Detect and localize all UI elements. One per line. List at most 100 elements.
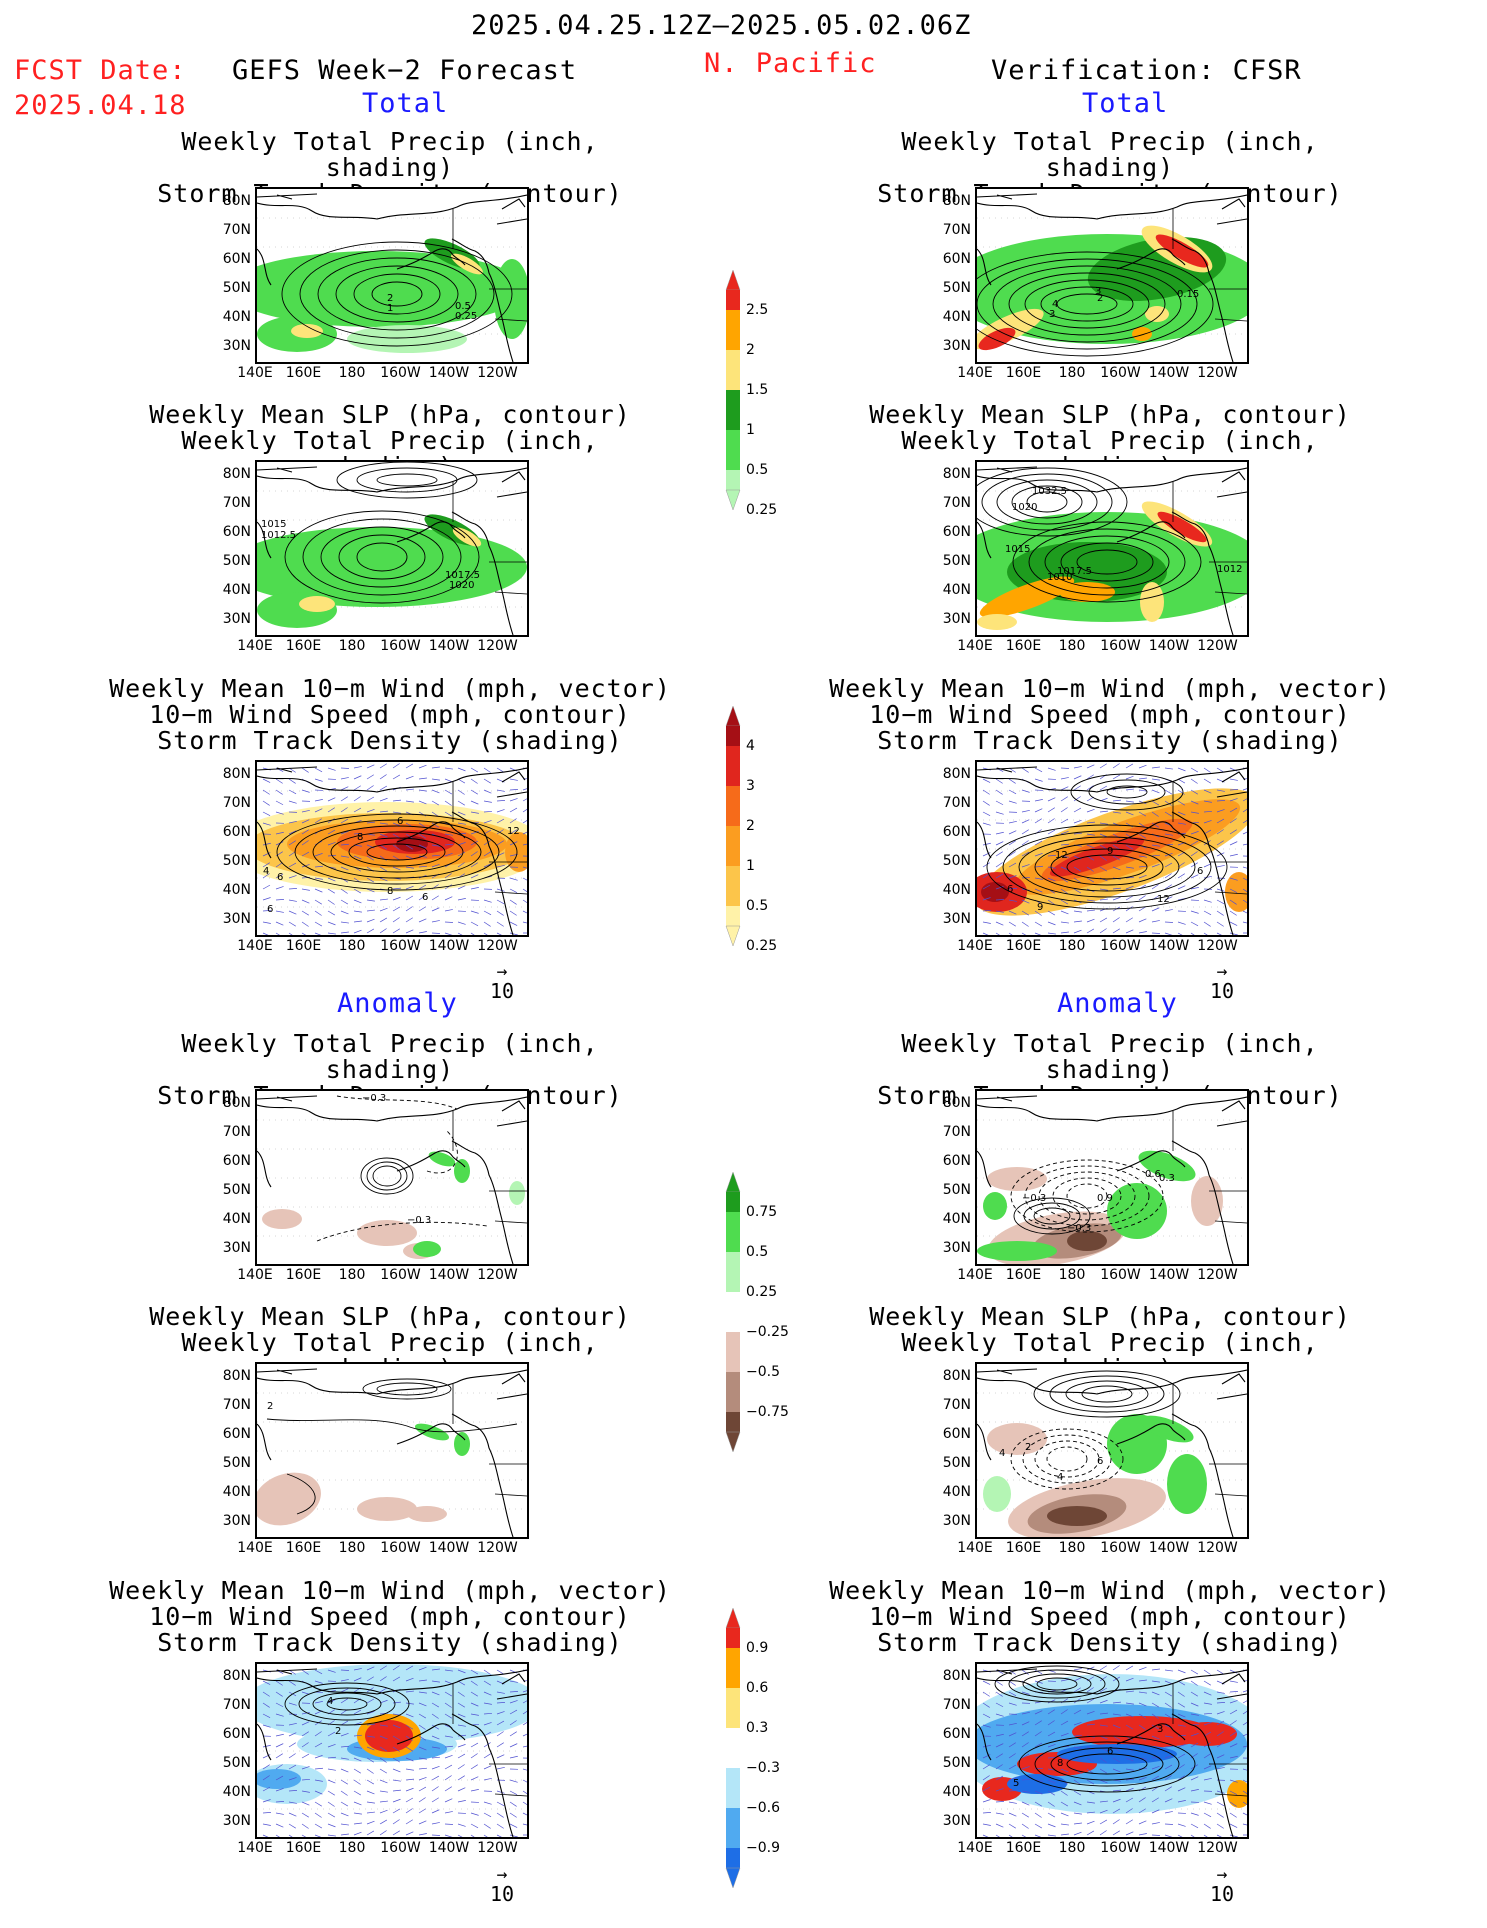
wind-vector (393, 897, 401, 900)
contour-line (1034, 1371, 1180, 1417)
wind-vector (367, 1780, 374, 1784)
contour-label: 1015 (261, 519, 286, 530)
wind-vector (367, 797, 374, 801)
wind-vector (315, 1802, 322, 1806)
wind-vector (497, 800, 505, 801)
colorbar-swatch (726, 430, 740, 470)
wind-vector (1230, 854, 1238, 856)
wind-vector (1152, 790, 1159, 793)
wind-vector (1048, 1813, 1055, 1817)
wind-vector (445, 1775, 452, 1780)
lat-tick-label: 30N (931, 1240, 971, 1256)
wind-vector (523, 797, 527, 801)
wind-vector (983, 843, 991, 845)
wind-vector (315, 1768, 323, 1769)
contour-label: 6 (397, 816, 403, 827)
wind-vector (471, 801, 478, 804)
wind-vector (523, 787, 527, 790)
contour-label: 2 (1025, 1442, 1031, 1453)
vector-ref-p3R: → 10 (1192, 965, 1252, 1003)
wind-vector (1230, 933, 1238, 935)
colorbar-swatch (726, 350, 740, 390)
wind-vector (432, 1810, 439, 1813)
lat-tick-label: 60N (931, 1153, 971, 1169)
wind-vector (1074, 786, 1081, 790)
wind-vector (419, 778, 427, 779)
wind-vector (328, 768, 336, 770)
title-p3R: Weekly Mean 10−m Wind (mph, vector) 10−m… (820, 676, 1400, 754)
wind-vector (1152, 779, 1160, 780)
wind-vector (510, 900, 517, 904)
contour-line (1089, 780, 1165, 804)
wind-vector (341, 787, 348, 790)
wind-vector (289, 801, 297, 803)
coastline-canada (497, 772, 527, 797)
wind-vector (1022, 922, 1029, 927)
colorbar-swatch (726, 290, 740, 310)
wind-vector (1152, 908, 1159, 911)
colorbar-label: 4 (746, 738, 755, 754)
wind-vector (523, 1745, 527, 1747)
wind-vector (1022, 1835, 1029, 1837)
lon-tick-label: 160E (1002, 638, 1046, 654)
wind-vector (1074, 1668, 1082, 1670)
wind-vector (471, 1813, 479, 1815)
coastline-kamchatka (257, 1424, 271, 1460)
colorbar-label: 0.6 (746, 1680, 768, 1696)
section-anomaly-left: Anomaly (337, 988, 458, 1019)
wind-vector (996, 1813, 1004, 1814)
wind-vector (445, 909, 453, 911)
wind-vector (1074, 1813, 1082, 1814)
wind-vector (406, 1788, 414, 1791)
wind-vector (484, 900, 492, 902)
wind-vector (523, 922, 527, 924)
wind-vector (1204, 1681, 1211, 1685)
wind-vector (276, 933, 283, 935)
wind-vector (996, 1824, 1003, 1827)
contour-line (361, 1158, 413, 1194)
colorbar-swatch (726, 1212, 740, 1252)
wind-vector (328, 1791, 335, 1795)
wind-vector (1113, 897, 1121, 900)
lon-tick-label: 180 (330, 1840, 374, 1856)
wind-vector (276, 1734, 284, 1736)
wind-vector (302, 790, 310, 792)
contour-label: 1020 (449, 580, 474, 591)
wind-vector (1061, 1813, 1068, 1816)
wind-vector (419, 907, 426, 911)
wind-vector (302, 933, 309, 935)
wind-vector (1139, 1821, 1146, 1824)
title-line: 10−m Wind Speed (mph, contour) (820, 1604, 1400, 1630)
wind-vector (510, 1791, 517, 1795)
wind-vector (484, 801, 492, 802)
wind-vector (445, 1799, 452, 1802)
lat-tick-label: 80N (931, 1368, 971, 1384)
wind-vector (406, 918, 413, 922)
title-line: Weekly Mean 10−m Wind (mph, vector) (100, 1578, 680, 1604)
lat-tick-label: 70N (211, 795, 251, 811)
map-canvas: 42 (257, 1664, 527, 1837)
wind-vector (1165, 1670, 1173, 1671)
wind-vector (1087, 1831, 1094, 1835)
wind-vector (497, 911, 504, 915)
wind-vector (523, 1791, 527, 1795)
wind-vector (406, 764, 413, 768)
wind-vector (315, 889, 322, 892)
wind-vector (1113, 800, 1121, 801)
wind-vector (1165, 1835, 1173, 1837)
wind-vector (354, 930, 361, 933)
wind-vector (393, 929, 400, 933)
lon-tick-label: 160W (379, 1540, 423, 1556)
contour-label: 6 (1107, 1746, 1113, 1757)
shade-region (1107, 1183, 1167, 1239)
wind-vector (302, 911, 309, 915)
wind-vector (380, 1780, 387, 1783)
wind-vector (1204, 933, 1211, 935)
lat-tick-label: 30N (931, 1513, 971, 1529)
wind-vector (393, 1831, 400, 1835)
wind-vector (276, 1813, 284, 1814)
